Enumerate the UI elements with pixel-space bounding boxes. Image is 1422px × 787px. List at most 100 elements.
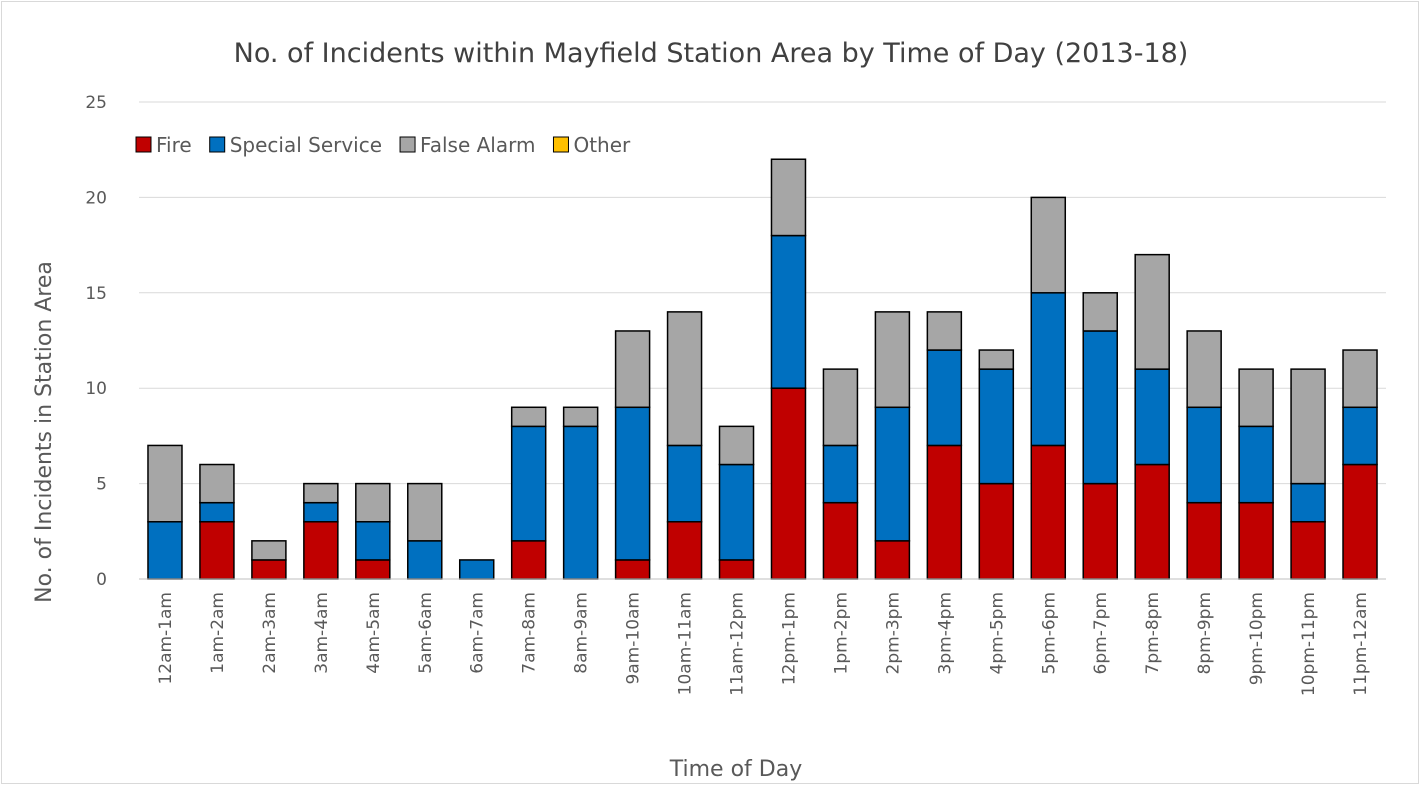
bar-segment-special-service	[822, 444, 859, 504]
bar-segment-false-alarm	[251, 540, 287, 561]
x-tick-label: 6am-7am	[468, 592, 488, 674]
bar-segment-fire	[926, 444, 963, 580]
x-tick-label: 8am-9am	[572, 592, 592, 674]
bar-segment-fire	[874, 540, 911, 580]
x-tick-label: 8pm-9pm	[1195, 592, 1215, 674]
y-axis-ticks: 0 5 10 15 20 25	[85, 93, 107, 590]
bar-segment-special-service	[770, 234, 807, 389]
y-tick-label: 10	[85, 379, 107, 399]
x-tick-label: 10pm-11pm	[1299, 592, 1319, 696]
bar-segment-false-alarm	[147, 444, 183, 523]
bar-segment-false-alarm	[355, 482, 391, 523]
bar-segment-special-service	[303, 501, 339, 523]
y-axis-title: No. of Incidents in Station Area	[32, 261, 57, 603]
y-tick-label: 25	[85, 93, 107, 113]
bar-segment-fire	[199, 521, 235, 580]
bar-segment-special-service	[926, 349, 963, 447]
bar-segment-special-service	[614, 406, 651, 561]
legend-label: Other	[573, 133, 631, 157]
x-tick-label: 1am-2am	[208, 592, 228, 674]
bar-segment-fire	[1030, 444, 1067, 580]
x-tick-label: 3am-4am	[312, 592, 332, 674]
x-tick-label: 1pm-2pm	[831, 592, 851, 674]
bar-segment-fire	[822, 501, 859, 580]
bar-segment-false-alarm	[718, 425, 755, 466]
x-tick-label: 12pm-1pm	[779, 592, 799, 685]
y-tick-label: 5	[96, 475, 107, 495]
y-tick-label: 20	[85, 188, 107, 208]
bar-segment-false-alarm	[199, 463, 235, 504]
bar-segment-false-alarm	[614, 330, 651, 409]
bar-segment-false-alarm	[822, 368, 859, 447]
bar-segment-false-alarm	[874, 311, 911, 409]
x-tick-label: 12am-1am	[156, 592, 176, 685]
legend-swatch	[552, 136, 569, 153]
chart-title: No. of Incidents within Mayfield Station…	[234, 38, 1189, 69]
x-axis-ticks: 12am-1am 1am-2am 2am-3am 3am-4am 4am-5am 5am-…	[156, 592, 1371, 696]
x-tick-label: 3pm-4pm	[935, 592, 955, 674]
bar-segment-special-service	[1082, 330, 1118, 485]
bar-segment-special-service	[874, 406, 911, 542]
x-axis-title: Time of Day	[669, 757, 802, 782]
bar-segment-fire	[978, 482, 1015, 580]
bar-segment-false-alarm	[303, 482, 339, 504]
bar-segment-false-alarm	[1290, 368, 1326, 485]
x-tick-label: 7am-8am	[520, 592, 540, 674]
bar-segment-false-alarm	[407, 482, 443, 542]
bar-segment-special-service	[1290, 482, 1326, 523]
bar-segment-fire	[303, 521, 339, 580]
bar-segment-fire	[1290, 521, 1326, 580]
bar-segment-false-alarm	[1082, 292, 1118, 332]
bar-segment-special-service	[666, 444, 703, 523]
x-tick-label: 4pm-5pm	[987, 592, 1007, 674]
y-tick-label: 0	[96, 570, 107, 590]
bar-segment-fire	[355, 559, 391, 580]
bar-segment-special-service	[510, 425, 547, 542]
bar-segment-false-alarm	[510, 406, 547, 428]
bar-segment-special-service	[355, 521, 391, 561]
bar-segment-special-service	[407, 540, 443, 580]
bar-segment-special-service	[458, 559, 495, 580]
bar-segment-fire	[1186, 501, 1222, 580]
bar-segment-fire	[1082, 482, 1118, 580]
x-tick-label: 4am-5am	[364, 592, 384, 674]
bar-segment-false-alarm	[1134, 253, 1170, 370]
bar-segment-special-service	[718, 463, 755, 561]
bar-segment-fire	[251, 559, 287, 580]
bar-segment-fire	[510, 540, 547, 580]
bar-segment-false-alarm	[1030, 196, 1067, 294]
y-tick-label: 15	[85, 284, 107, 304]
bar-segment-false-alarm	[926, 311, 963, 351]
legend-swatch	[209, 136, 226, 153]
x-tick-label: 11pm-12am	[1351, 592, 1371, 696]
bar-segment-false-alarm	[666, 311, 703, 447]
bar-segment-false-alarm	[1342, 349, 1378, 409]
bar-segment-false-alarm	[770, 158, 807, 237]
x-tick-label: 7pm-8pm	[1143, 592, 1163, 674]
legend: Fire Special Service False Alarm Other	[135, 133, 631, 157]
x-tick-label: 5pm-6pm	[1039, 592, 1059, 674]
legend-swatch	[135, 136, 152, 153]
bar-segment-false-alarm	[978, 349, 1015, 370]
x-tick-label: 11am-12pm	[728, 592, 748, 696]
x-tick-label: 2pm-3pm	[883, 592, 903, 674]
x-tick-label: 5am-6am	[416, 592, 436, 674]
bar-segment-fire	[1238, 501, 1274, 580]
bars	[147, 158, 1378, 580]
x-tick-label: 2am-3am	[260, 592, 280, 674]
bar-segment-fire	[1342, 463, 1378, 580]
bar-segment-false-alarm	[562, 406, 599, 428]
bar-segment-fire	[614, 559, 651, 580]
bar-segment-special-service	[1238, 425, 1274, 504]
x-tick-label: 6pm-7pm	[1091, 592, 1111, 674]
x-tick-label: 9am-10am	[624, 592, 644, 685]
bar-segment-special-service	[1134, 368, 1170, 466]
bar-segment-special-service	[978, 368, 1015, 485]
legend-label: Special Service	[230, 133, 382, 157]
bar-segment-false-alarm	[1238, 368, 1274, 428]
x-tick-label: 9pm-10pm	[1247, 592, 1267, 685]
bar-segment-special-service	[1030, 292, 1067, 447]
bar-segment-fire	[770, 387, 807, 580]
